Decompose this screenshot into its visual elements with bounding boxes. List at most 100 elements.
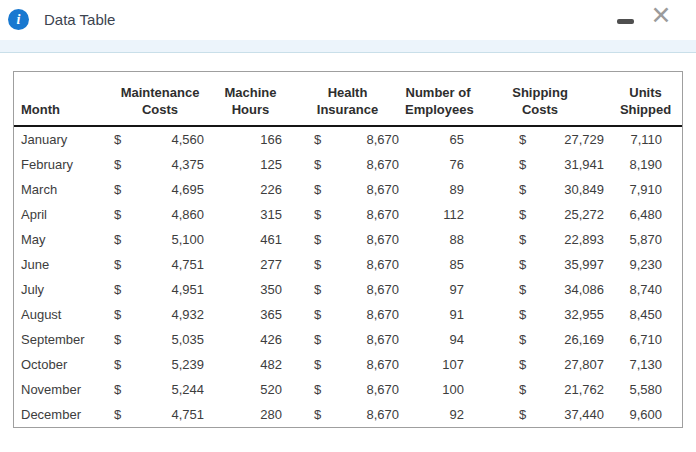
cell-maintenance-costs: 5,244 bbox=[133, 377, 211, 402]
cell-machine-hours: 125 bbox=[211, 152, 290, 177]
table-row: June$4,751277$8,67085$35,9979,230 bbox=[14, 252, 682, 277]
insurance-dollar-sign: $ bbox=[290, 152, 329, 177]
header-line: Units bbox=[609, 84, 682, 101]
header-line: Machine bbox=[211, 84, 290, 101]
cell-units-shipped: 6,710 bbox=[609, 327, 682, 352]
shipping-dollar-sign: $ bbox=[471, 302, 531, 327]
table-body: January$4,560166$8,67065$27,7297,110Febr… bbox=[14, 126, 682, 427]
insurance-dollar-sign: $ bbox=[290, 177, 329, 202]
header-line: Number of bbox=[405, 84, 471, 101]
table-row: August$4,932365$8,67091$32,9558,450 bbox=[14, 302, 682, 327]
header-line: Health bbox=[290, 84, 405, 101]
cell-month: September bbox=[14, 327, 109, 352]
cell-health-insurance: 8,670 bbox=[329, 277, 405, 302]
cell-number-of-employees: 92 bbox=[405, 402, 471, 427]
insurance-dollar-sign: $ bbox=[290, 302, 329, 327]
shipping-dollar-sign: $ bbox=[471, 277, 531, 302]
cell-number-of-employees: 112 bbox=[405, 202, 471, 227]
cell-units-shipped: 9,230 bbox=[609, 252, 682, 277]
insurance-dollar-sign: $ bbox=[290, 377, 329, 402]
cell-shipping-costs: 25,272 bbox=[531, 202, 609, 227]
col-header-maintenance-costs: Maintenance Costs bbox=[109, 72, 211, 126]
cell-machine-hours: 226 bbox=[211, 177, 290, 202]
maintenance-dollar-sign: $ bbox=[109, 377, 133, 402]
col-header-machine-hours: Machine Hours bbox=[211, 72, 290, 126]
table-header: Month Maintenance Costs Machine Hours He… bbox=[14, 72, 682, 126]
cell-number-of-employees: 76 bbox=[405, 152, 471, 177]
cell-month: February bbox=[14, 152, 109, 177]
data-table: Month Maintenance Costs Machine Hours He… bbox=[14, 72, 682, 427]
cell-number-of-employees: 85 bbox=[405, 252, 471, 277]
header-line: Hours bbox=[211, 101, 290, 118]
cell-units-shipped: 7,130 bbox=[609, 352, 682, 377]
cell-machine-hours: 482 bbox=[211, 352, 290, 377]
cell-number-of-employees: 89 bbox=[405, 177, 471, 202]
insurance-dollar-sign: $ bbox=[290, 252, 329, 277]
table-row: October$5,239482$8,670107$27,8077,130 bbox=[14, 352, 682, 377]
minimize-button[interactable] bbox=[617, 14, 634, 29]
minimize-icon bbox=[617, 19, 634, 24]
cell-month: January bbox=[14, 126, 109, 152]
cell-number-of-employees: 94 bbox=[405, 327, 471, 352]
header-line: Costs bbox=[471, 101, 609, 118]
cell-maintenance-costs: 4,375 bbox=[133, 152, 211, 177]
cell-health-insurance: 8,670 bbox=[329, 126, 405, 152]
cell-machine-hours: 365 bbox=[211, 302, 290, 327]
table-row: November$5,244520$8,670100$21,7625,580 bbox=[14, 377, 682, 402]
shipping-dollar-sign: $ bbox=[471, 252, 531, 277]
cell-month: June bbox=[14, 252, 109, 277]
header-line: Maintenance bbox=[109, 84, 211, 101]
cell-units-shipped: 5,870 bbox=[609, 227, 682, 252]
table-row: May$5,100461$8,67088$22,8935,870 bbox=[14, 227, 682, 252]
col-header-number-of-employees: Number of Employees bbox=[405, 72, 471, 126]
cell-machine-hours: 520 bbox=[211, 377, 290, 402]
cell-number-of-employees: 91 bbox=[405, 302, 471, 327]
cell-units-shipped: 8,450 bbox=[609, 302, 682, 327]
cell-shipping-costs: 34,086 bbox=[531, 277, 609, 302]
insurance-dollar-sign: $ bbox=[290, 126, 329, 152]
table-row: April$4,860315$8,670112$25,2726,480 bbox=[14, 202, 682, 227]
cell-units-shipped: 6,480 bbox=[609, 202, 682, 227]
maintenance-dollar-sign: $ bbox=[109, 302, 133, 327]
shipping-dollar-sign: $ bbox=[471, 227, 531, 252]
header-line: Shipping bbox=[471, 84, 609, 101]
header-line: Month bbox=[21, 101, 109, 118]
cell-shipping-costs: 32,955 bbox=[531, 302, 609, 327]
cell-maintenance-costs: 4,751 bbox=[133, 252, 211, 277]
cell-shipping-costs: 37,440 bbox=[531, 402, 609, 427]
cell-maintenance-costs: 4,932 bbox=[133, 302, 211, 327]
cell-machine-hours: 166 bbox=[211, 126, 290, 152]
cell-health-insurance: 8,670 bbox=[329, 227, 405, 252]
cell-units-shipped: 5,580 bbox=[609, 377, 682, 402]
col-header-health-insurance: Health Insurance bbox=[290, 72, 405, 126]
cell-maintenance-costs: 5,100 bbox=[133, 227, 211, 252]
cell-machine-hours: 426 bbox=[211, 327, 290, 352]
col-header-units-shipped: Units Shipped bbox=[609, 72, 682, 126]
maintenance-dollar-sign: $ bbox=[109, 277, 133, 302]
table-row: February$4,375125$8,67076$31,9418,190 bbox=[14, 152, 682, 177]
maintenance-dollar-sign: $ bbox=[109, 352, 133, 377]
cell-health-insurance: 8,670 bbox=[329, 152, 405, 177]
cell-maintenance-costs: 4,560 bbox=[133, 126, 211, 152]
titlebar-strip bbox=[0, 40, 696, 53]
shipping-dollar-sign: $ bbox=[471, 152, 531, 177]
header-line: Insurance bbox=[290, 101, 405, 118]
table-row: September$5,035426$8,67094$26,1696,710 bbox=[14, 327, 682, 352]
close-button[interactable]: ✕ bbox=[648, 0, 674, 30]
cell-month: July bbox=[14, 277, 109, 302]
cell-units-shipped: 7,910 bbox=[609, 177, 682, 202]
cell-health-insurance: 8,670 bbox=[329, 202, 405, 227]
col-header-shipping-costs: Shipping Costs bbox=[471, 72, 609, 126]
shipping-dollar-sign: $ bbox=[471, 352, 531, 377]
maintenance-dollar-sign: $ bbox=[109, 177, 133, 202]
cell-machine-hours: 461 bbox=[211, 227, 290, 252]
cell-month: April bbox=[14, 202, 109, 227]
cell-number-of-employees: 100 bbox=[405, 377, 471, 402]
cell-shipping-costs: 31,941 bbox=[531, 152, 609, 177]
shipping-dollar-sign: $ bbox=[471, 177, 531, 202]
shipping-dollar-sign: $ bbox=[471, 126, 531, 152]
shipping-dollar-sign: $ bbox=[471, 377, 531, 402]
cell-shipping-costs: 30,849 bbox=[531, 177, 609, 202]
cell-month: November bbox=[14, 377, 109, 402]
cell-machine-hours: 350 bbox=[211, 277, 290, 302]
